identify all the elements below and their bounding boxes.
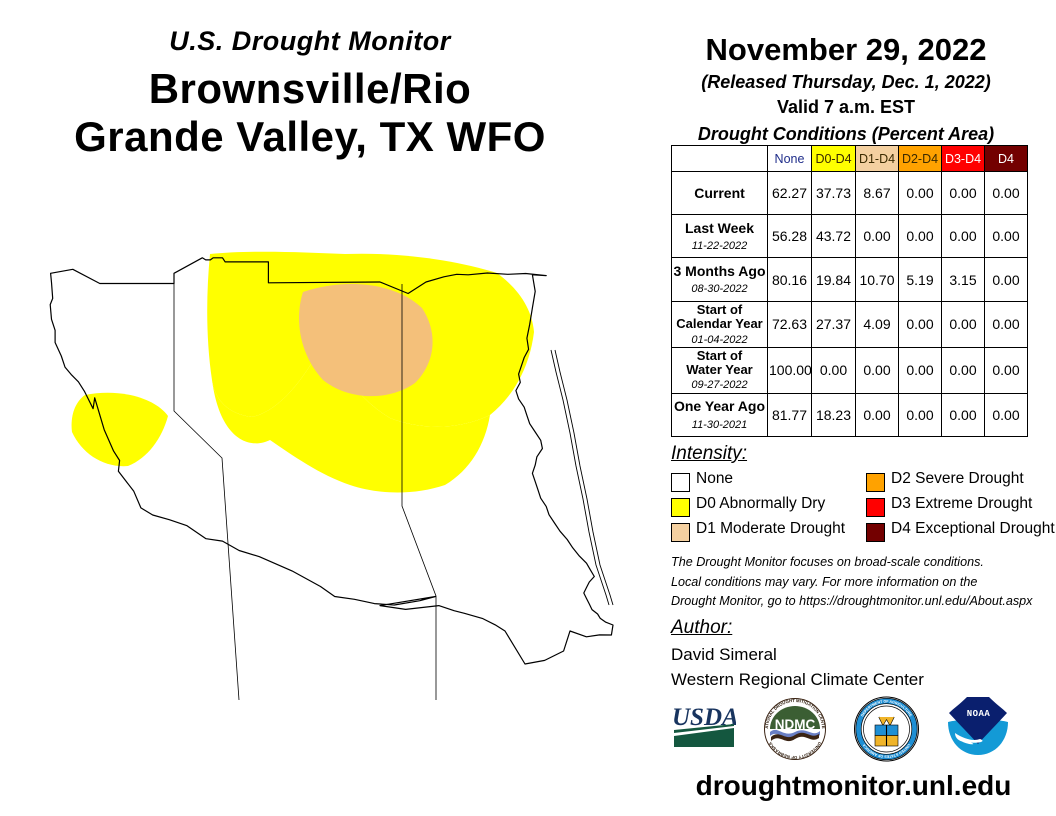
svg-text:USDA: USDA	[672, 704, 736, 731]
svg-text:NDMC: NDMC	[775, 717, 816, 732]
svg-text:NOAA: NOAA	[967, 709, 991, 719]
